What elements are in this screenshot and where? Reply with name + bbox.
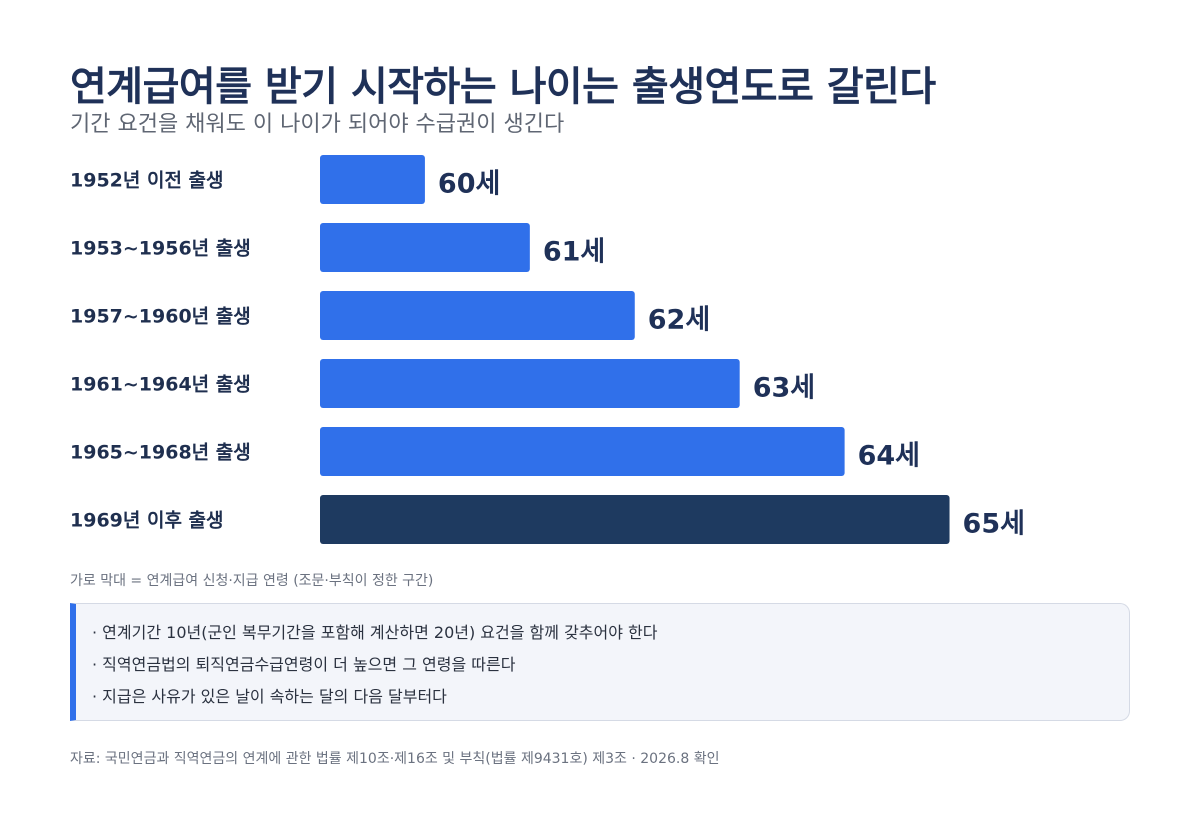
source-note: 자료: 국민연금과 직역연금의 연계에 관한 법률 제10조·제16조 및 부칙…	[70, 751, 720, 767]
value-label: 60세	[438, 169, 500, 200]
chart-caption: 가로 막대 = 연계급여 신청·지급 연령 (조문·부칙이 정한 구간)	[70, 573, 434, 589]
bar	[320, 291, 635, 340]
chart-subtitle: 기간 요건을 채워도 이 나이가 되어야 수급권이 생긴다	[70, 112, 565, 137]
note-item: · 연계기간 10년(군인 복무기간을 포함해 계산하면 20년) 요건을 함께…	[92, 623, 658, 642]
bar-chart: 1952년 이전 출생 60세 1953~1956년 출생 61세 1957~1960년…	[70, 155, 1025, 544]
value-label: 62세	[648, 305, 710, 336]
notes-box: · 연계기간 10년(군인 복무기간을 포함해 계산하면 20년) 요건을 함께…	[70, 603, 1130, 721]
bar	[320, 359, 740, 408]
bar	[320, 495, 950, 544]
category-label: 1953~1956년 출생	[70, 238, 251, 260]
bar	[320, 427, 845, 476]
category-label: 1952년 이전 출생	[70, 170, 224, 192]
value-label: 64세	[858, 441, 920, 472]
value-label: 63세	[753, 373, 815, 404]
value-label: 65세	[963, 509, 1025, 540]
bar	[320, 223, 530, 272]
chart-title: 연계급여를 받기 시작하는 나이는 출생연도로 갈린다	[70, 64, 936, 110]
category-label: 1961~1964년 출생	[70, 374, 251, 396]
note-item: · 지급은 사유가 있은 날이 속하는 달의 다음 달부터다	[92, 687, 447, 706]
bar	[320, 155, 425, 204]
category-label: 1969년 이후 출생	[70, 510, 224, 532]
category-label: 1957~1960년 출생	[70, 306, 251, 328]
note-item: · 직역연금법의 퇴직연금수급연령이 더 높으면 그 연령을 따른다	[92, 655, 516, 674]
category-label: 1965~1968년 출생	[70, 442, 251, 464]
value-label: 61세	[543, 237, 605, 268]
